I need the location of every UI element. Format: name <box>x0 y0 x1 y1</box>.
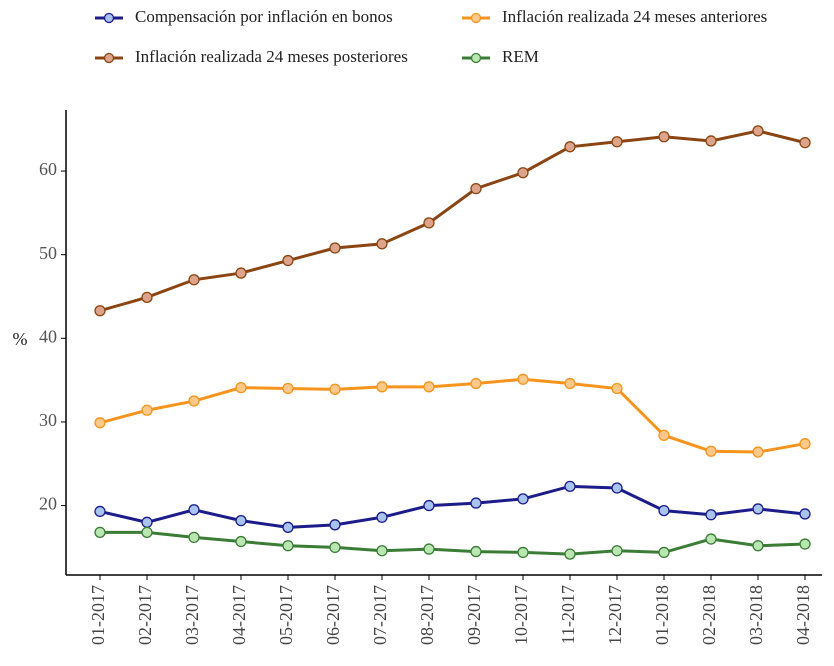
y-tick-label: 40 <box>39 326 57 346</box>
data-point <box>799 136 811 149</box>
x-tick-label: 10-2017 <box>511 585 531 645</box>
legend-marker <box>103 52 115 64</box>
x-tick-label: 09-2017 <box>464 585 484 645</box>
x-tick-label: 11-2017 <box>558 585 578 644</box>
data-point <box>752 125 764 137</box>
x-tick-label: 02-2017 <box>135 585 155 645</box>
data-point <box>705 509 717 521</box>
series-line <box>99 484 806 529</box>
data-point <box>517 167 529 179</box>
data-point <box>423 499 435 512</box>
y-axis-label: % <box>13 329 28 349</box>
data-point <box>282 254 294 267</box>
data-point <box>752 540 764 552</box>
x-tick-label: 08-2017 <box>417 585 437 645</box>
data-point <box>470 182 482 195</box>
legend-marker <box>470 12 482 24</box>
data-point <box>141 404 153 416</box>
data-point <box>329 519 341 531</box>
legend-label: REM <box>502 47 539 66</box>
data-point <box>282 382 294 395</box>
data-point <box>282 521 294 533</box>
data-point <box>517 373 529 385</box>
data-point <box>141 516 153 528</box>
x-tick-label: 05-2017 <box>276 585 296 645</box>
x-tick-label: 02-2018 <box>699 585 719 645</box>
data-point <box>611 482 623 494</box>
data-point <box>752 446 764 458</box>
data-point <box>376 238 388 250</box>
y-tick-label: 60 <box>39 159 57 179</box>
data-point <box>376 511 388 523</box>
data-point <box>658 429 670 441</box>
data-point <box>611 545 623 557</box>
legend-label: Inflación realizada 24 meses posteriores <box>135 47 408 66</box>
x-tick-label: 12-2017 <box>605 585 625 645</box>
data-point <box>658 504 670 517</box>
x-tick-label: 04-2017 <box>229 585 249 645</box>
data-point <box>799 508 811 520</box>
data-point <box>141 291 153 303</box>
data-point <box>94 417 106 429</box>
x-tick-label: 03-2018 <box>746 585 766 645</box>
data-point <box>470 545 482 558</box>
data-point <box>235 535 247 548</box>
data-point <box>799 538 811 550</box>
data-point <box>564 480 576 492</box>
data-point <box>94 505 106 518</box>
data-point <box>329 242 341 254</box>
data-point <box>423 217 435 229</box>
y-tick-label: 20 <box>39 494 57 514</box>
data-point <box>752 503 764 515</box>
data-point <box>705 135 717 147</box>
data-point <box>423 381 435 393</box>
data-point <box>235 267 247 279</box>
legend-label: Compensación por inflación en bonos <box>135 7 393 26</box>
series-line <box>99 377 806 454</box>
series-line <box>100 530 806 556</box>
data-point <box>329 541 341 554</box>
x-tick-label: 03-2017 <box>182 585 202 645</box>
data-point <box>470 377 482 390</box>
data-point <box>376 545 388 557</box>
y-tick-label: 30 <box>39 410 57 430</box>
data-point <box>188 504 200 516</box>
data-point <box>188 395 200 407</box>
data-point <box>423 543 435 555</box>
data-point <box>141 526 153 538</box>
data-point <box>799 438 811 450</box>
data-point <box>188 531 200 544</box>
legend-marker <box>470 52 482 64</box>
data-point <box>564 548 576 560</box>
data-point <box>658 546 670 559</box>
data-point <box>564 141 576 153</box>
legend-label: Inflación realizada 24 meses anteriores <box>502 7 767 26</box>
data-point <box>658 131 670 143</box>
y-tick-label: 50 <box>39 243 57 263</box>
x-tick-label: 01-2018 <box>652 585 672 645</box>
data-point <box>517 546 529 559</box>
data-point <box>188 274 200 286</box>
data-point <box>235 382 247 394</box>
data-point <box>564 377 576 390</box>
data-point <box>94 305 106 317</box>
x-tick-label: 04-2018 <box>793 585 813 645</box>
x-tick-label: 07-2017 <box>370 585 390 645</box>
data-point <box>611 136 623 148</box>
legend-marker <box>103 12 115 24</box>
data-point <box>705 445 717 457</box>
data-point <box>470 497 482 509</box>
x-tick-label: 01-2017 <box>88 585 108 645</box>
data-point <box>376 381 388 393</box>
data-point <box>94 526 106 538</box>
x-tick-label: 06-2017 <box>323 585 343 645</box>
data-point <box>282 540 294 552</box>
data-point <box>329 383 341 395</box>
data-point <box>705 533 717 545</box>
data-point <box>611 382 623 395</box>
data-point <box>235 514 247 527</box>
data-point <box>517 493 529 505</box>
series-line <box>99 129 806 313</box>
